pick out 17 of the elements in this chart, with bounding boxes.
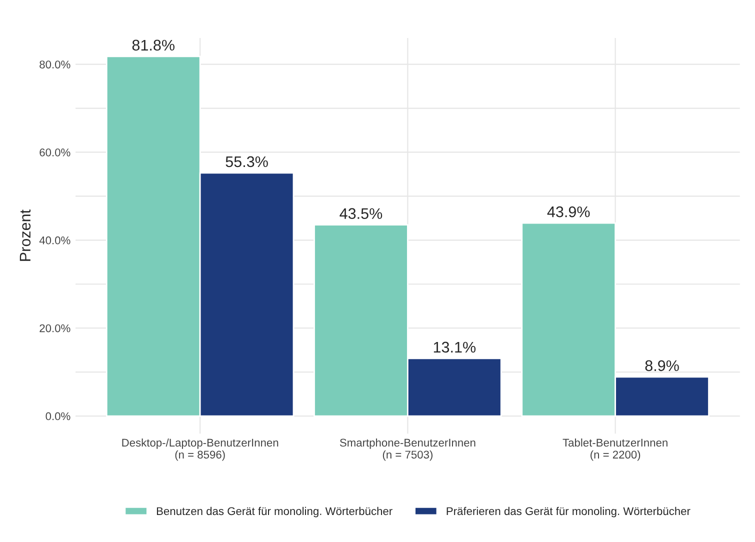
data-label: 43.9% xyxy=(547,206,590,218)
y-tick-label: 80.0% xyxy=(40,60,70,68)
data-label: 55.3% xyxy=(226,156,268,168)
data-label: 13.1% xyxy=(434,342,476,353)
x-tick-label: Tablet-BenutzerInnen (n = 2200) xyxy=(562,438,668,461)
x-tick-label: Smartphone-BenutzerInnen (n = 7503) xyxy=(340,438,476,461)
legend-label: Präferieren das Gerät für monoling. Wörterbücher xyxy=(446,506,690,518)
data-label: 8.9% xyxy=(645,360,679,372)
y-tick-label: 0.0% xyxy=(46,412,70,420)
x-tick-label: Desktop-/Laptop-BenutzerInnen (n = 8596) xyxy=(122,438,278,461)
y-tick-label: 20.0% xyxy=(40,324,70,332)
y-tick-label: 40.0% xyxy=(39,236,70,244)
y-tick-label: 60.0% xyxy=(40,148,70,156)
legend-label: Benutzen das Gerät für monoling. Wörterbücher xyxy=(156,506,392,518)
data-label: 81.8% xyxy=(132,40,174,51)
y-axis-title: Prozent xyxy=(20,210,31,261)
data-label: 43.5% xyxy=(340,208,382,219)
